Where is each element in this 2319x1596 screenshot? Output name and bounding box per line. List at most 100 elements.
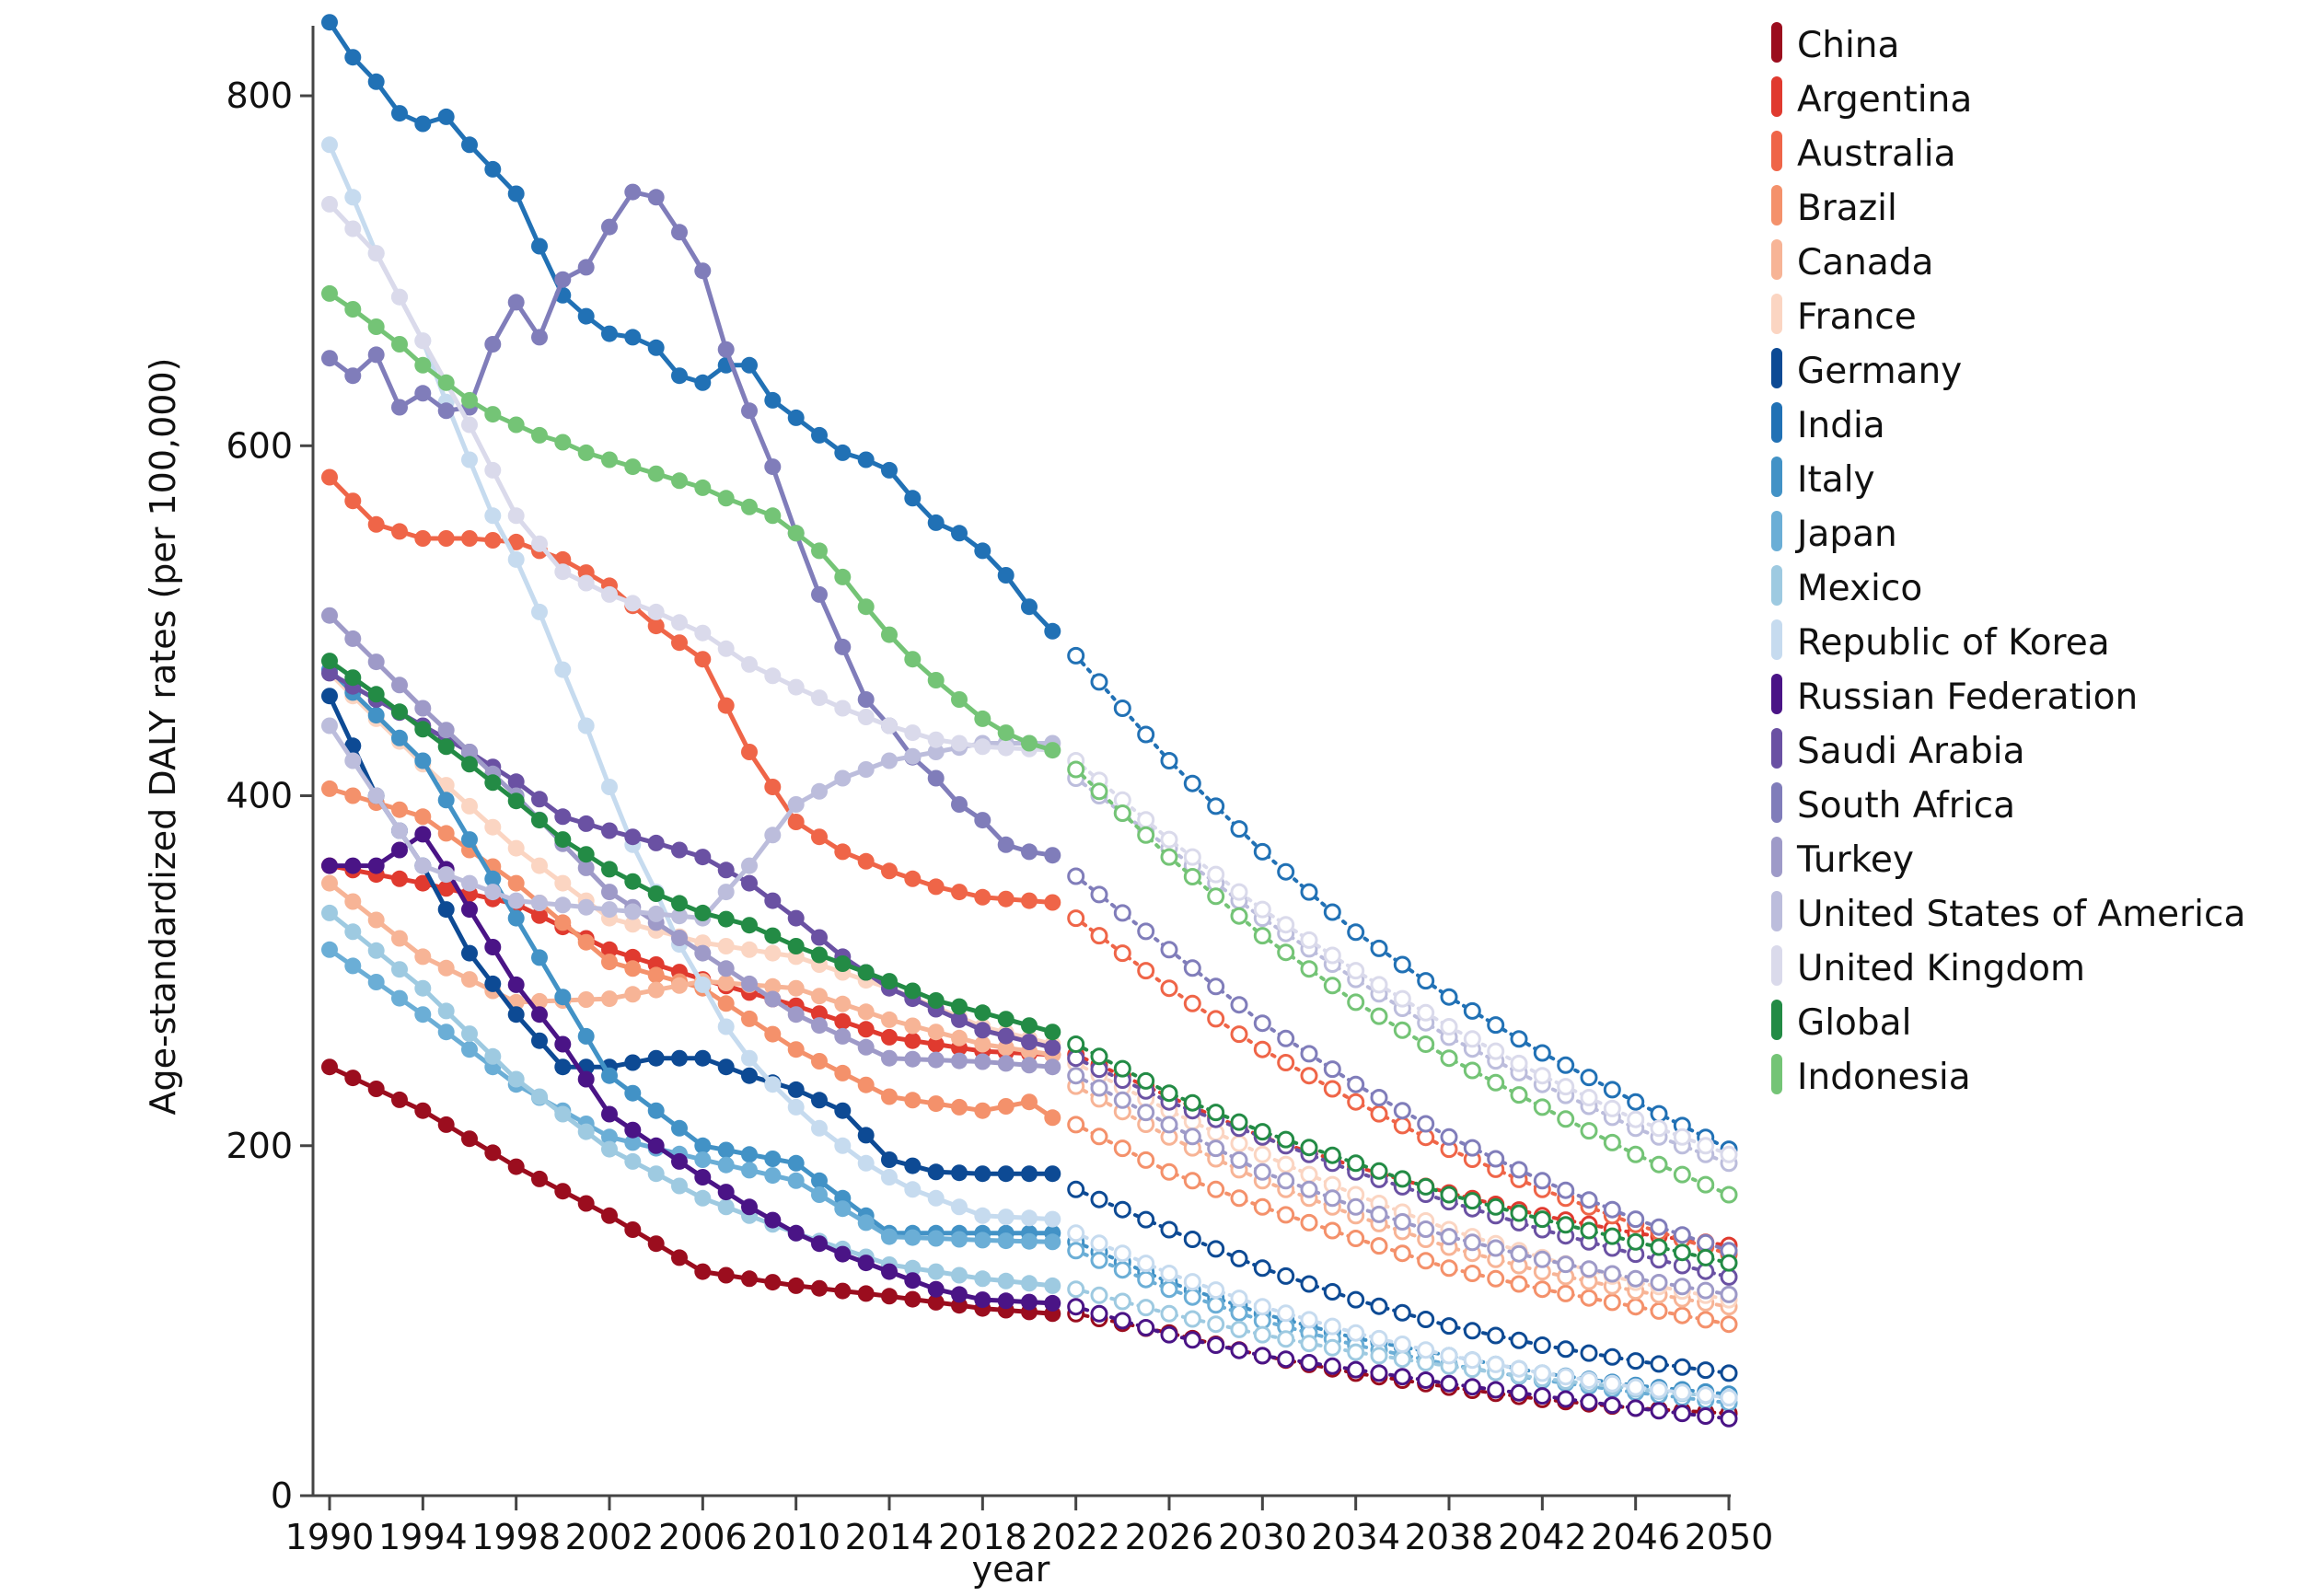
data-point-observed [601, 884, 618, 901]
data-point-observed [367, 857, 385, 874]
data-point-observed [624, 1084, 642, 1102]
data-point-observed [857, 1154, 875, 1172]
legend-item: Global [1771, 1000, 1911, 1044]
data-point-observed [461, 1041, 478, 1058]
data-point-projected [1090, 927, 1108, 945]
data-point-projected [1323, 1221, 1341, 1240]
data-point-projected [1347, 1324, 1365, 1342]
data-point-projected [1697, 1233, 1715, 1252]
data-point-observed [461, 756, 478, 773]
data-point-observed [717, 1266, 735, 1284]
data-point-projected [1253, 1197, 1271, 1216]
data-point-observed [344, 1070, 362, 1087]
data-point-projected [1673, 1226, 1691, 1244]
data-point-projected [1627, 1232, 1645, 1251]
data-point-observed [624, 1054, 642, 1071]
data-point-projected [1160, 979, 1178, 998]
data-point-observed [764, 944, 782, 962]
data-point-projected [1230, 820, 1248, 838]
data-point-observed [811, 929, 828, 946]
data-point-projected [1463, 1061, 1481, 1080]
legend-item: Australia [1771, 131, 1956, 175]
data-point-observed [344, 787, 362, 804]
data-point-projected [1137, 1299, 1155, 1317]
data-point-observed [764, 391, 782, 409]
data-point-observed [717, 1184, 735, 1201]
data-point-observed [764, 977, 782, 995]
series-line-projected [1073, 653, 1731, 1151]
data-point-projected [1440, 1317, 1458, 1336]
data-point-projected [1253, 1145, 1271, 1163]
legend-label: Australia [1797, 133, 1956, 175]
data-point-observed [881, 1011, 898, 1028]
data-point-observed [857, 1038, 875, 1056]
data-point-projected [1347, 1154, 1365, 1173]
data-point-projected [1557, 1368, 1575, 1386]
data-point-observed [321, 780, 338, 797]
data-point-projected [1300, 1165, 1318, 1184]
data-point-observed [927, 1051, 945, 1069]
data-point-observed [951, 1029, 968, 1047]
data-point-observed [367, 707, 385, 724]
data-point-projected [1393, 1102, 1411, 1120]
data-point-observed [811, 1005, 828, 1023]
data-point-observed [507, 909, 525, 927]
data-point-projected [1697, 1407, 1715, 1425]
data-point-observed [414, 826, 432, 843]
data-point-projected [1533, 1250, 1551, 1268]
data-point-observed [834, 1064, 852, 1081]
data-point-observed [577, 1195, 595, 1212]
data-point-projected [1720, 1364, 1738, 1382]
data-point-projected [1090, 1286, 1108, 1304]
data-point-observed [577, 991, 595, 1008]
data-point-observed [531, 857, 548, 874]
data-point-observed [1044, 1233, 1061, 1251]
data-point-observed [321, 350, 338, 367]
data-point-observed [811, 1186, 828, 1203]
data-point-projected [1557, 1181, 1575, 1199]
data-point-projected [1650, 1402, 1668, 1420]
legend-swatch [1771, 782, 1782, 823]
data-point-projected [1183, 1172, 1201, 1190]
data-point-projected [1510, 1030, 1528, 1048]
data-point-projected [1417, 1371, 1435, 1389]
data-point-observed [437, 1024, 455, 1041]
data-point-projected [1300, 1275, 1318, 1293]
data-point-observed [484, 336, 502, 353]
data-point-projected [1463, 1322, 1481, 1340]
data-point-observed [857, 1255, 875, 1272]
data-point-observed [414, 115, 432, 133]
data-point-observed [717, 697, 735, 714]
data-point-observed [997, 1165, 1015, 1183]
data-point-observed [997, 1011, 1015, 1028]
data-point-observed [834, 1102, 852, 1119]
data-point-observed [414, 874, 432, 892]
data-point-projected [1487, 1042, 1505, 1060]
data-point-projected [1370, 1237, 1388, 1255]
data-point-observed [764, 990, 782, 1008]
data-point-observed [764, 1167, 782, 1185]
data-point-observed [437, 792, 455, 809]
data-point-observed [507, 773, 525, 791]
data-point-observed [927, 1280, 945, 1298]
data-point-projected [1487, 1381, 1505, 1399]
data-point-projected [1113, 700, 1131, 717]
data-point-observed [811, 1017, 828, 1035]
legend-item: Japan [1771, 511, 1897, 555]
data-point-observed [1021, 1275, 1038, 1292]
data-point-observed [974, 542, 991, 560]
data-point-projected [1113, 1200, 1131, 1219]
data-point-projected [1487, 1239, 1505, 1257]
data-point-projected [1347, 1075, 1365, 1093]
data-point-projected [1603, 1133, 1621, 1151]
legend-item: Indonesia [1771, 1054, 1971, 1098]
data-point-projected [1090, 1234, 1108, 1253]
data-point-observed [741, 1270, 758, 1288]
data-point-observed [811, 585, 828, 603]
data-point-observed [787, 1154, 805, 1172]
data-point-observed [484, 818, 502, 836]
data-point-observed [507, 550, 525, 568]
data-point-observed [507, 185, 525, 202]
data-point-observed [554, 1105, 572, 1123]
data-point-projected [1230, 1134, 1248, 1152]
